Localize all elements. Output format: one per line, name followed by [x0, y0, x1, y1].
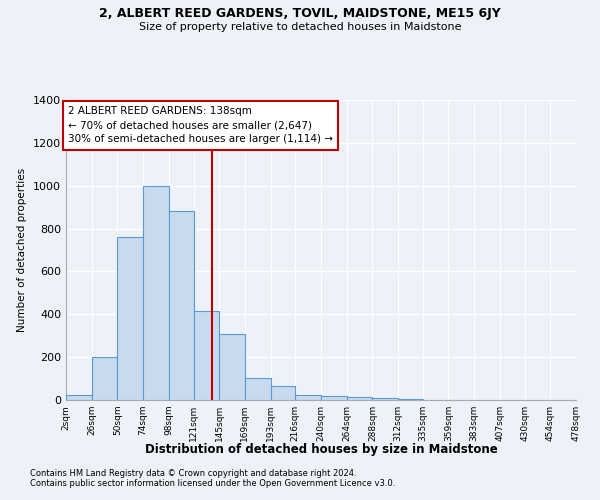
- Bar: [373, 398, 398, 400]
- Y-axis label: Number of detached properties: Number of detached properties: [17, 168, 28, 332]
- Bar: [118, 237, 143, 400]
- Bar: [398, 399, 423, 400]
- Text: 2 ALBERT REED GARDENS: 138sqm
← 70% of detached houses are smaller (2,647)
30% o: 2 ALBERT REED GARDENS: 138sqm ← 70% of d…: [68, 106, 333, 144]
- Bar: [92, 357, 118, 400]
- Bar: [193, 311, 219, 400]
- Bar: [245, 378, 271, 400]
- Bar: [271, 386, 295, 400]
- Text: Contains HM Land Registry data © Crown copyright and database right 2024.: Contains HM Land Registry data © Crown c…: [30, 468, 356, 477]
- Bar: [169, 212, 193, 400]
- Text: Distribution of detached houses by size in Maidstone: Distribution of detached houses by size …: [145, 442, 497, 456]
- Bar: [321, 396, 347, 400]
- Bar: [66, 394, 92, 400]
- Text: Size of property relative to detached houses in Maidstone: Size of property relative to detached ho…: [139, 22, 461, 32]
- Bar: [295, 394, 321, 400]
- Text: 2, ALBERT REED GARDENS, TOVIL, MAIDSTONE, ME15 6JY: 2, ALBERT REED GARDENS, TOVIL, MAIDSTONE…: [99, 8, 501, 20]
- Bar: [219, 334, 245, 400]
- Bar: [143, 186, 169, 400]
- Bar: [347, 398, 373, 400]
- Text: Contains public sector information licensed under the Open Government Licence v3: Contains public sector information licen…: [30, 478, 395, 488]
